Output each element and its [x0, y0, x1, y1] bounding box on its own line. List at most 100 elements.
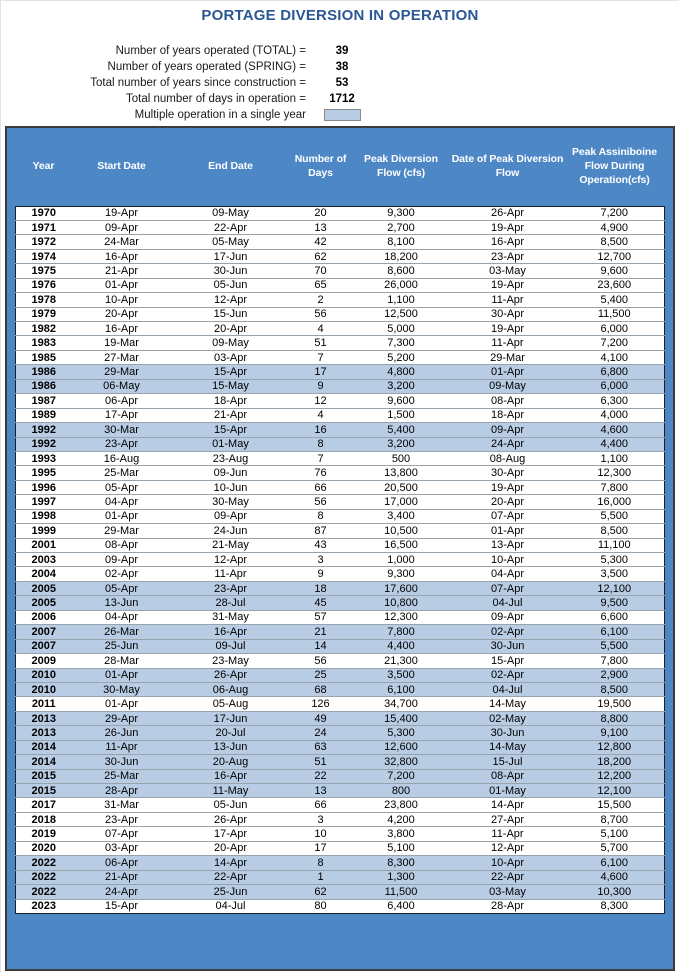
- column-header-number-of-days: Number of Days: [294, 153, 347, 179]
- cell-end-date: 21-May: [171, 537, 290, 553]
- table-row: 1982 16-Apr 20-Apr 4 5,000 19-Apr 6,000: [15, 320, 665, 336]
- cell-year: 1992: [15, 422, 72, 437]
- cell-year: 2022: [15, 869, 72, 885]
- cell-peak-diversion-flow: 5,100: [351, 840, 451, 856]
- diversion-table: Year Start Date End Date Number of Days …: [15, 128, 665, 914]
- cell-peak-diversion-flow: 8,300: [351, 855, 451, 871]
- cell-peak-diversion-flow: 3,400: [351, 508, 451, 524]
- cell-start-date: 06-Apr: [71, 393, 172, 409]
- table-row: 1992 30-Mar 15-Apr 16 5,400 09-Apr 4,600: [15, 422, 665, 437]
- table-row: 1974 16-Apr 17-Jun 62 18,200 23-Apr 12,700: [15, 248, 665, 264]
- cell-year: 2015: [15, 782, 72, 798]
- cell-date-of-peak-diversion-flow: 14-Apr: [450, 797, 565, 813]
- cell-number-of-days: 8: [289, 436, 352, 452]
- cell-peak-diversion-flow: 17,000: [351, 494, 451, 510]
- cell-end-date: 11-May: [171, 782, 290, 798]
- cell-end-date: 13-Jun: [171, 739, 290, 755]
- stat-value: 38: [335, 61, 349, 73]
- cell-number-of-days: 65: [289, 277, 352, 293]
- table-row: 1976 01-Apr 05-Jun 65 26,000 19-Apr 23,600: [15, 277, 665, 293]
- cell-end-date: 17-Jun: [171, 710, 290, 726]
- cell-number-of-days: 17: [289, 364, 352, 380]
- cell-peak-diversion-flow: 3,500: [351, 667, 451, 683]
- cell-date-of-peak-diversion-flow: 08-Aug: [450, 450, 565, 466]
- table-row: 2015 25-Mar 16-Apr 22 7,200 08-Apr 12,200: [15, 768, 665, 784]
- cell-year: 1996: [15, 479, 72, 495]
- cell-date-of-peak-diversion-flow: 14-May: [450, 696, 565, 712]
- cell-end-date: 17-Jun: [171, 248, 290, 264]
- table-row: 2023 15-Apr 04-Jul 80 6,400 28-Apr 8,300: [15, 898, 665, 914]
- cell-date-of-peak-diversion-flow: 02-Apr: [450, 624, 565, 640]
- cell-date-of-peak-diversion-flow: 23-Apr: [450, 248, 565, 264]
- cell-date-of-peak-diversion-flow: 07-Apr: [450, 508, 565, 524]
- cell-date-of-peak-diversion-flow: 27-Apr: [450, 811, 565, 827]
- cell-peak-diversion-flow: 10,800: [351, 595, 451, 611]
- cell-peak-diversion-flow: 23,800: [351, 797, 451, 813]
- cell-peak-diversion-flow: 12,600: [351, 739, 451, 755]
- cell-year: 2014: [15, 754, 72, 770]
- cell-end-date: 18-Apr: [171, 393, 290, 409]
- table-row: 2013 26-Jun 20-Jul 24 5,300 30-Jun 9,100: [15, 725, 665, 741]
- stat-row-years-since-construction: Total number of years since construction…: [1, 75, 679, 91]
- cell-number-of-days: 80: [289, 898, 352, 914]
- cell-number-of-days: 7: [289, 450, 352, 466]
- cell-end-date: 16-Apr: [171, 768, 290, 784]
- cell-start-date: 05-Apr: [71, 580, 172, 596]
- cell-year: 2018: [15, 811, 72, 827]
- cell-peak-diversion-flow: 3,200: [351, 436, 451, 452]
- cell-number-of-days: 20: [289, 206, 352, 221]
- cell-year: 1983: [15, 335, 72, 351]
- stat-label: Total number of days in operation =: [126, 93, 306, 105]
- cell-peak-assiniboine-flow: 3,500: [564, 566, 665, 582]
- cell-year: 2013: [15, 710, 72, 726]
- legend-swatch-box: [306, 109, 378, 121]
- cell-date-of-peak-diversion-flow: 19-Apr: [450, 320, 565, 336]
- cell-end-date: 16-Apr: [171, 624, 290, 640]
- cell-year: 1970: [15, 206, 72, 221]
- summary-stats: Number of years operated (TOTAL) = 39 Nu…: [1, 43, 679, 123]
- cell-end-date: 24-Jun: [171, 523, 290, 539]
- diversion-table-container: Year Start Date End Date Number of Days …: [5, 126, 675, 971]
- cell-peak-diversion-flow: 7,200: [351, 768, 451, 784]
- cell-date-of-peak-diversion-flow: 15-Jul: [450, 754, 565, 770]
- cell-end-date: 06-Aug: [171, 681, 290, 697]
- cell-peak-assiniboine-flow: 9,600: [564, 263, 665, 279]
- table-row: 1971 09-Apr 22-Apr 13 2,700 19-Apr 4,900: [15, 219, 665, 235]
- cell-date-of-peak-diversion-flow: 01-May: [450, 782, 565, 798]
- cell-end-date: 23-May: [171, 653, 290, 668]
- cell-number-of-days: 56: [289, 306, 352, 322]
- cell-peak-diversion-flow: 4,400: [351, 638, 451, 654]
- cell-year: 1972: [15, 234, 72, 250]
- cell-peak-diversion-flow: 1,300: [351, 869, 451, 885]
- cell-number-of-days: 66: [289, 479, 352, 495]
- cell-start-date: 16-Apr: [71, 320, 172, 336]
- cell-peak-assiniboine-flow: 5,700: [564, 840, 665, 856]
- legend-row: Multiple operation in a single year: [1, 107, 679, 123]
- table-row: 2022 24-Apr 25-Jun 62 11,500 03-May 10,300: [15, 884, 665, 899]
- cell-peak-diversion-flow: 7,800: [351, 624, 451, 640]
- cell-start-date: 25-Mar: [71, 768, 172, 784]
- cell-number-of-days: 21: [289, 624, 352, 640]
- table-row: 2015 28-Apr 11-May 13 800 01-May 12,100: [15, 782, 665, 798]
- cell-date-of-peak-diversion-flow: 08-Apr: [450, 393, 565, 409]
- table-row: 2009 28-Mar 23-May 56 21,300 15-Apr 7,800: [15, 653, 665, 668]
- cell-peak-diversion-flow: 13,800: [351, 465, 451, 481]
- cell-peak-diversion-flow: 21,300: [351, 653, 451, 668]
- cell-start-date: 07-Apr: [71, 826, 172, 842]
- table-row: 2011 01-Apr 05-Aug 126 34,700 14-May 19,500: [15, 696, 665, 712]
- cell-peak-assiniboine-flow: 5,500: [564, 508, 665, 524]
- cell-end-date: 03-Apr: [171, 349, 290, 365]
- cell-number-of-days: 13: [289, 782, 352, 798]
- cell-number-of-days: 12: [289, 393, 352, 409]
- cell-start-date: 30-May: [71, 681, 172, 697]
- table-row: 2005 05-Apr 23-Apr 18 17,600 07-Apr 12,100: [15, 580, 665, 596]
- cell-number-of-days: 87: [289, 523, 352, 539]
- cell-number-of-days: 45: [289, 595, 352, 611]
- cell-peak-diversion-flow: 8,100: [351, 234, 451, 250]
- cell-peak-assiniboine-flow: 2,900: [564, 667, 665, 683]
- cell-peak-diversion-flow: 34,700: [351, 696, 451, 712]
- cell-peak-assiniboine-flow: 23,600: [564, 277, 665, 293]
- multiple-operation-legend-swatch: [323, 109, 361, 121]
- table-row: 2006 04-Apr 31-May 57 12,300 09-Apr 6,600: [15, 609, 665, 625]
- cell-peak-assiniboine-flow: 12,100: [564, 782, 665, 798]
